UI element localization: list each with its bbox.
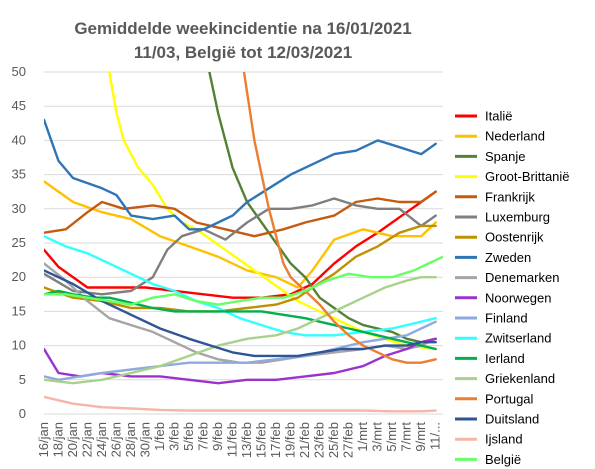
x-tick-label: 30/jan — [138, 422, 153, 457]
series-line — [44, 234, 437, 337]
x-tick-label: 13/feb — [239, 422, 254, 458]
y-tick-label: 40 — [12, 132, 26, 147]
x-tick-label: 5/mrt — [384, 422, 399, 452]
legend-label: Noorwegen — [485, 290, 552, 305]
y-tick-label: 20 — [12, 269, 26, 284]
chart-title-line1: Gemiddelde weekincidentie na 16/01/2021 — [74, 19, 411, 38]
x-tick-label: 26/jan — [109, 422, 124, 457]
x-tick-label: 18/jan — [51, 422, 66, 457]
legend-label: Griekenland — [485, 371, 555, 386]
series-line — [44, 289, 437, 351]
legend-label: Frankrijk — [485, 189, 535, 204]
legend-label: Ijsland — [485, 432, 523, 447]
series-line — [44, 395, 437, 413]
x-tick-label: 28/jan — [123, 422, 138, 457]
y-tick-label: 25 — [12, 235, 26, 250]
series-lines — [44, 72, 443, 413]
legend-label: Zwitserland — [485, 331, 551, 346]
legend-label: Ierland — [485, 351, 525, 366]
y-tick-label: 35 — [12, 167, 26, 182]
y-tick-label: 0 — [19, 406, 26, 421]
legend-label: België — [485, 452, 521, 467]
y-tick-label: 5 — [19, 372, 26, 387]
legend-label: Zweden — [485, 250, 531, 265]
series-line — [44, 118, 437, 231]
y-tick-label: 45 — [12, 98, 26, 113]
x-tick-label: 7/mrt — [399, 422, 414, 452]
y-tick-label: 10 — [12, 338, 26, 353]
series-line — [108, 72, 437, 351]
series-line — [44, 224, 437, 313]
legend-label: Luxemburg — [485, 210, 550, 225]
x-tick-label: 22/jan — [80, 422, 95, 457]
x-tick-label: 19/feb — [283, 422, 298, 458]
legend: Italië Nederland Spanje Groot-Brittanië Fran… — [455, 109, 570, 467]
series-line — [44, 190, 437, 238]
legend-label: Duitsland — [485, 412, 539, 427]
x-tick-label: 3/feb — [167, 422, 182, 451]
legend-label: Groot-Brittanië — [485, 169, 570, 184]
x-tick-label: 11/feb — [225, 422, 240, 457]
series-line — [44, 276, 437, 385]
x-tick-label: 25/feb — [326, 422, 341, 458]
series-line — [44, 269, 437, 358]
x-tick-label: 17/feb — [268, 422, 283, 458]
series-line — [44, 197, 437, 296]
x-tick-label: 24/jan — [94, 422, 109, 457]
x-tick-label: 20/jan — [65, 422, 80, 457]
x-axis: 16/jan 18/jan 20/jan 22/jan 24/jan 26/jan 28/j… — [36, 422, 443, 459]
series-line — [242, 72, 437, 364]
legend-label: Portugal — [485, 391, 534, 406]
y-axis: 0 5 10 15 20 25 30 35 40 45 50 — [12, 64, 26, 421]
legend-label: Finland — [485, 311, 528, 326]
series-line — [44, 180, 437, 289]
x-tick-label: 3/mrt — [370, 422, 385, 452]
x-tick-label: 9/mrt — [413, 422, 428, 452]
y-tick-label: 15 — [12, 303, 26, 318]
x-tick-label: 11/... — [428, 422, 443, 450]
x-tick-label: 16/jan — [36, 422, 51, 457]
x-tick-label: 21/feb — [297, 422, 312, 458]
chart-title-line2: 11/03, België tot 12/03/2021 — [134, 43, 352, 62]
legend-label: Spanje — [485, 149, 525, 164]
series-line — [44, 255, 443, 306]
x-tick-label: 9/feb — [210, 422, 225, 451]
legend-label: Oostenrijk — [485, 230, 544, 245]
x-tick-label: 7/feb — [196, 422, 211, 451]
x-tick-label: 5/feb — [181, 422, 196, 451]
y-tick-label: 50 — [12, 64, 26, 79]
x-tick-label: 15/feb — [254, 422, 269, 458]
legend-label: Denemarken — [485, 270, 559, 285]
x-tick-label: 23/feb — [312, 422, 327, 458]
legend-label: Italië — [485, 109, 512, 124]
legend-label: Nederland — [485, 129, 545, 144]
x-tick-label: 1/mrt — [355, 422, 370, 452]
x-tick-label: 27/feb — [341, 422, 356, 458]
series-line — [208, 72, 437, 344]
y-tick-label: 30 — [12, 201, 26, 216]
x-tick-label: 1/feb — [152, 422, 167, 451]
